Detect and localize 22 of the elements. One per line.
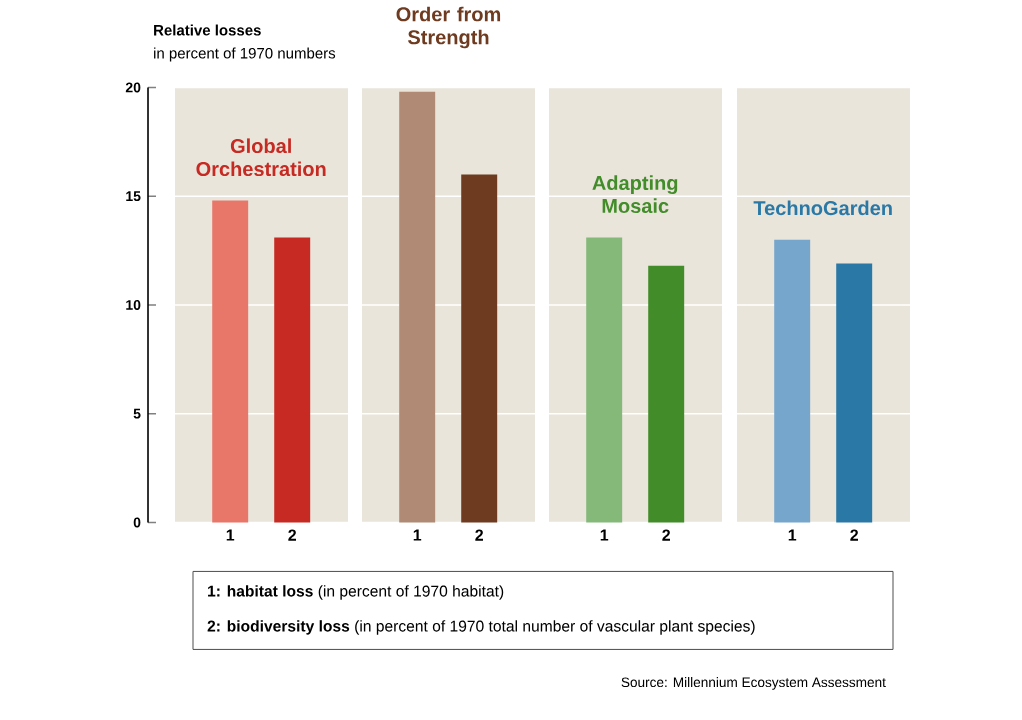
x-tick-label: 2 bbox=[850, 529, 858, 541]
x-tick-label: 2 bbox=[475, 529, 483, 541]
text: TechnoGarden bbox=[753, 200, 892, 215]
chart-title: Order from Strength bbox=[396, 6, 501, 49]
x-tick-label: 1 bbox=[600, 529, 609, 541]
y-tick-label: 15 bbox=[126, 191, 141, 201]
x-tick-label: 2 bbox=[662, 529, 670, 541]
text: Global Orchestration bbox=[196, 138, 326, 176]
x-tick-label: 1 bbox=[226, 529, 235, 541]
text: 2: biodiversity loss (in percent of 1970 total number of vascular plant species) bbox=[207, 619, 755, 635]
y-tick-label: 0 bbox=[133, 517, 141, 528]
y-axis-title: Relative losses bbox=[154, 24, 261, 36]
text: Adapting Mosaic bbox=[592, 175, 678, 213]
x-tick-label: 1 bbox=[788, 529, 797, 541]
x-tick-label: 1 bbox=[413, 529, 422, 541]
text: 1: habitat loss (in percent of 1970 habitat) bbox=[208, 584, 504, 600]
source-note: Source: Millennium Ecosystem Assessment bbox=[621, 676, 886, 690]
y-tick-label: 20 bbox=[125, 82, 141, 93]
y-tick-label: 10 bbox=[126, 299, 141, 310]
text: in percent of 1970 numbers bbox=[154, 47, 336, 62]
x-tick-label: 2 bbox=[288, 529, 297, 541]
y-tick-label: 5 bbox=[133, 408, 141, 419]
